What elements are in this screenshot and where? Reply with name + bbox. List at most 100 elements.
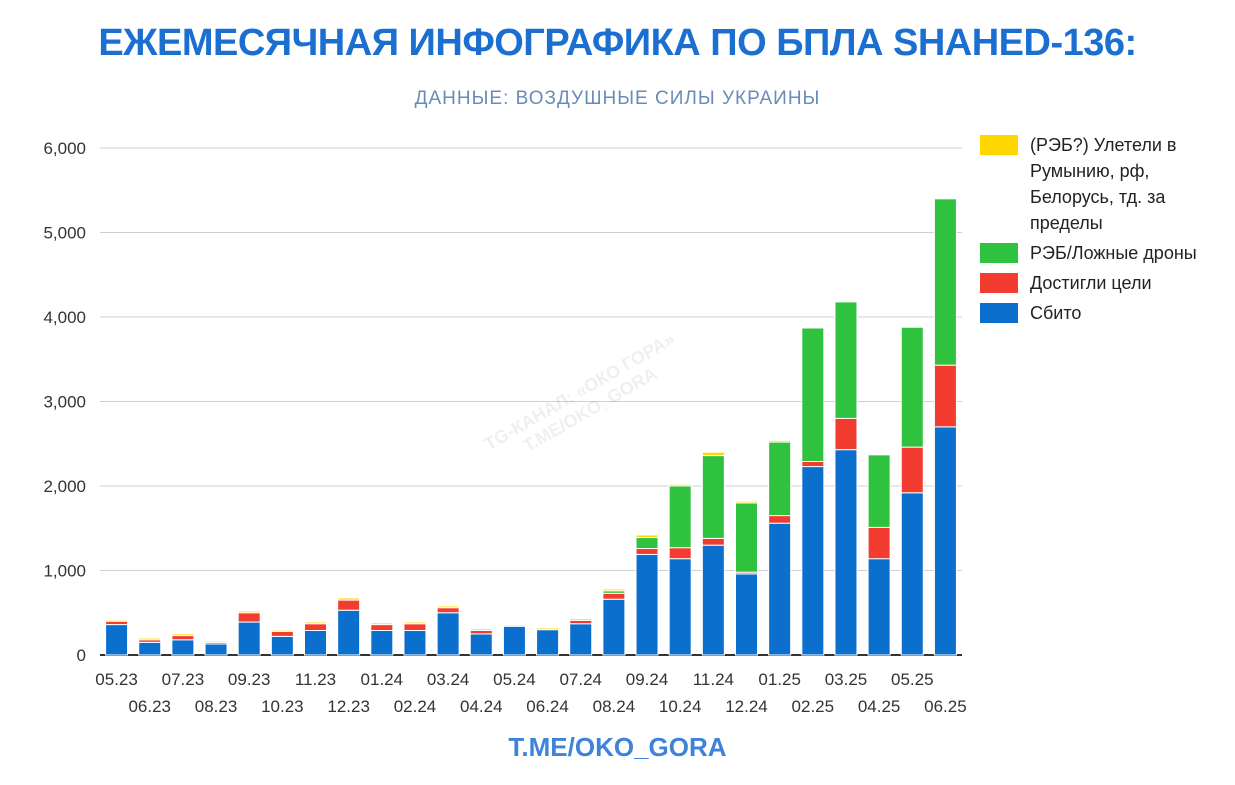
bar-segment-1 <box>635 548 659 555</box>
bar-segment-0 <box>204 643 228 656</box>
bar-segment-0 <box>834 449 858 656</box>
page-title: ЕЖЕМЕСЯЧНАЯ ИНФОГРАФИКА ПО БПЛА SHAHED-1… <box>98 22 1137 64</box>
channel-link[interactable]: T.ME/OKO_GORA <box>508 732 727 762</box>
legend-swatch <box>980 273 1018 293</box>
x-tick-label: 02.24 <box>394 697 437 716</box>
x-tick-label: 09.24 <box>626 670 669 689</box>
x-tick-label: 11.23 <box>295 670 336 689</box>
bar-segment-3 <box>900 325 924 328</box>
page-subtitle: ДАННЫЕ: ВОЗДУШНЫЕ СИЛЫ УКРАИНЫ <box>414 88 821 109</box>
bar-segment-1 <box>370 624 394 631</box>
y-tick-label: 6,000 <box>43 139 86 158</box>
x-tick-label: 06.23 <box>128 697 171 716</box>
x-tick-label: 01.24 <box>361 670 404 689</box>
x-tick-label: 04.25 <box>858 697 901 716</box>
bar-segment-0 <box>105 624 129 656</box>
bar-segment-0 <box>933 426 957 656</box>
x-tick-label: 09.23 <box>228 670 271 689</box>
bar-segment-1 <box>569 619 593 625</box>
bar-segment-3 <box>204 640 228 643</box>
bar-segment-0 <box>237 621 261 656</box>
bar-segment-0 <box>138 641 162 656</box>
bar-segment-0 <box>370 629 394 656</box>
bar-segment-0 <box>502 625 526 656</box>
y-tick-label: 2,000 <box>43 477 86 496</box>
bar-segment-3 <box>701 451 725 457</box>
bar-segment-3 <box>502 624 526 627</box>
legend-swatch <box>980 303 1018 323</box>
bar-segment-2 <box>701 455 725 539</box>
bar-segment-1 <box>337 599 361 611</box>
x-tick-label: 02.25 <box>792 697 835 716</box>
bar-segment-3 <box>138 637 162 641</box>
x-tick-label: 07.23 <box>162 670 205 689</box>
bar-segment-0 <box>801 466 825 656</box>
bar-segment-0 <box>469 633 493 656</box>
x-tick-label: 10.23 <box>261 697 304 716</box>
bar-segment-3 <box>735 500 758 504</box>
x-tick-label: 05.23 <box>95 670 138 689</box>
bar-segment-1 <box>933 364 957 428</box>
x-tick-label: 08.23 <box>195 697 238 716</box>
bar-segment-1 <box>436 607 460 614</box>
bar-segment-0 <box>569 623 593 656</box>
bar-segment-1 <box>668 547 692 560</box>
x-tick-label: 12.23 <box>327 697 370 716</box>
legend-swatch <box>980 243 1018 263</box>
legend-item: (РЭБ?) Улетели в Румынию, рф, Белорусь, … <box>980 132 1220 236</box>
bar-segment-0 <box>701 544 725 656</box>
bar-segment-0 <box>436 612 460 656</box>
legend-label: (РЭБ?) Улетели в Румынию, рф, Белорусь, … <box>1030 135 1177 233</box>
bar-segment-0 <box>768 522 792 656</box>
bar-segment-0 <box>635 553 659 656</box>
bar-segment-0 <box>668 558 692 656</box>
legend-swatch <box>980 135 1018 155</box>
legend-label: РЭБ/Ложные дроны <box>1030 243 1197 263</box>
bar-segment-0 <box>171 639 195 656</box>
bar-segment-1 <box>768 515 792 524</box>
bar-segment-2 <box>801 327 825 462</box>
x-tick-label: 01.25 <box>758 670 801 689</box>
bar-segment-2 <box>668 485 692 549</box>
x-tick-label: 03.24 <box>427 670 470 689</box>
y-tick-label: 5,000 <box>43 224 86 243</box>
bar-segment-3 <box>370 622 394 626</box>
legend-item: Достигли цели <box>980 270 1220 296</box>
bar-segment-2 <box>900 326 924 448</box>
bar-segment-0 <box>900 492 924 656</box>
bar-segment-3 <box>668 483 692 487</box>
bar-segment-3 <box>403 621 427 625</box>
chart-legend: (РЭБ?) Улетели в Румынию, рф, Белорусь, … <box>980 132 1220 330</box>
bar-segment-1 <box>801 460 825 468</box>
bar-segment-1 <box>867 526 891 560</box>
legend-item: РЭБ/Ложные дроны <box>980 240 1220 266</box>
x-tick-label: 11.24 <box>693 670 734 689</box>
bar-segment-2 <box>768 441 792 517</box>
x-tick-label: 06.24 <box>526 697 569 716</box>
bar-segment-1 <box>270 630 294 637</box>
bar-segment-3 <box>768 439 792 443</box>
bar-segment-3 <box>536 627 560 631</box>
bar-segment-1 <box>171 635 195 641</box>
bar-segment-1 <box>237 612 261 623</box>
bar-segment-3 <box>270 629 294 632</box>
legend-label: Достигли цели <box>1030 273 1152 293</box>
bar-segment-1 <box>105 620 129 626</box>
bar-segment-3 <box>105 619 129 622</box>
x-tick-label: 12.24 <box>725 697 768 716</box>
x-tick-label: 03.25 <box>825 670 868 689</box>
bar-segment-1 <box>900 446 924 494</box>
bar-segment-0 <box>735 573 758 656</box>
bar-segment-0 <box>403 629 427 656</box>
bar-segment-0 <box>867 558 891 656</box>
bar-segment-3 <box>436 605 460 609</box>
bar-segment-2 <box>933 198 957 366</box>
x-tick-label: 08.24 <box>593 697 636 716</box>
bar-segment-3 <box>569 618 593 621</box>
bar-segment-3 <box>801 326 825 329</box>
legend-item: Сбито <box>980 300 1220 326</box>
legend-label: Сбито <box>1030 303 1082 323</box>
x-tick-label: 05.25 <box>891 670 934 689</box>
bar-segment-3 <box>933 197 957 200</box>
